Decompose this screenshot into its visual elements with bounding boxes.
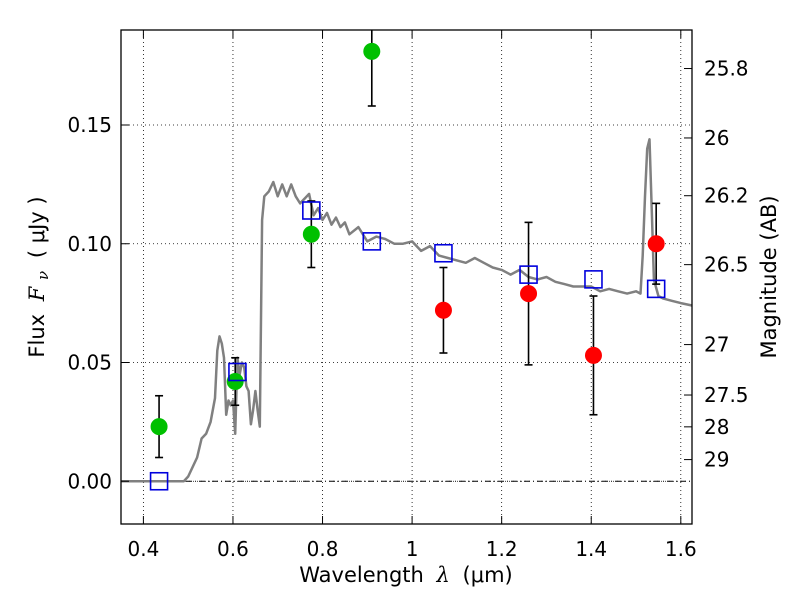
data-point bbox=[226, 373, 244, 390]
data-point bbox=[150, 418, 168, 436]
magnitude-tick-label: 25.8 bbox=[704, 57, 749, 81]
model-sed-line bbox=[121, 138, 693, 483]
x-tick-label: 1.4 bbox=[575, 537, 607, 561]
magnitude-tick-label: 27.5 bbox=[704, 383, 749, 407]
magnitude-tick-label: 26.2 bbox=[704, 184, 749, 208]
x-tick-label: 1.2 bbox=[486, 537, 518, 561]
plot-area bbox=[121, 30, 692, 524]
model-photometry-square bbox=[228, 362, 247, 382]
data-point bbox=[647, 235, 665, 253]
x-tick-label: 0.6 bbox=[217, 537, 249, 561]
magnitude-tick-label: 27 bbox=[704, 333, 729, 357]
y-axis-label: Flux F ν ( μJy ) bbox=[25, 196, 53, 357]
x-tick-label: 1.6 bbox=[665, 537, 697, 561]
x-tick-labels: 0.4 0.6 0.8 1 1.2 1.4 1.6 bbox=[127, 537, 696, 561]
data-point bbox=[434, 301, 452, 319]
magnitude-tick-labels: 25.8 26 26.2 26.5 27 27.5 28 29 bbox=[704, 57, 749, 472]
data-point bbox=[302, 225, 320, 243]
data-point bbox=[584, 346, 602, 364]
model-photometry-square bbox=[519, 265, 538, 284]
model-photometry-square bbox=[362, 232, 382, 251]
plot-frame bbox=[120, 29, 693, 525]
error-bar bbox=[367, 30, 376, 107]
magnitude-tick-label: 29 bbox=[704, 448, 729, 472]
model-photometry-square bbox=[302, 201, 321, 220]
y-tick-label: 0.10 bbox=[67, 232, 112, 256]
magnitude-tick-label: 28 bbox=[704, 415, 729, 439]
axis-ticks bbox=[121, 30, 692, 524]
y-tick-label: 0.00 bbox=[67, 469, 112, 493]
y-tick-labels: 0.00 0.05 0.10 0.15 bbox=[67, 113, 112, 493]
magnitude-tick-label: 26.5 bbox=[704, 253, 749, 277]
y-tick-label: 0.15 bbox=[67, 113, 112, 137]
x-tick-label: 0.8 bbox=[307, 537, 339, 561]
x-tick-label: 1 bbox=[406, 537, 419, 561]
x-axis-label: Wavelength λ (μm) bbox=[299, 563, 512, 587]
data-markers bbox=[149, 42, 666, 491]
model-photometry-square bbox=[646, 279, 666, 299]
data-point bbox=[363, 42, 381, 60]
model-photometry-square bbox=[434, 243, 453, 263]
x-tick-label: 0.4 bbox=[127, 537, 159, 561]
y2-axis-label: Magnitude (AB) bbox=[757, 195, 781, 358]
data-point bbox=[520, 285, 538, 303]
model-photometry-square bbox=[149, 471, 169, 491]
y-tick-label: 0.05 bbox=[67, 351, 112, 375]
model-photometry-square bbox=[584, 270, 603, 289]
magnitude-tick-label: 26 bbox=[704, 126, 729, 150]
